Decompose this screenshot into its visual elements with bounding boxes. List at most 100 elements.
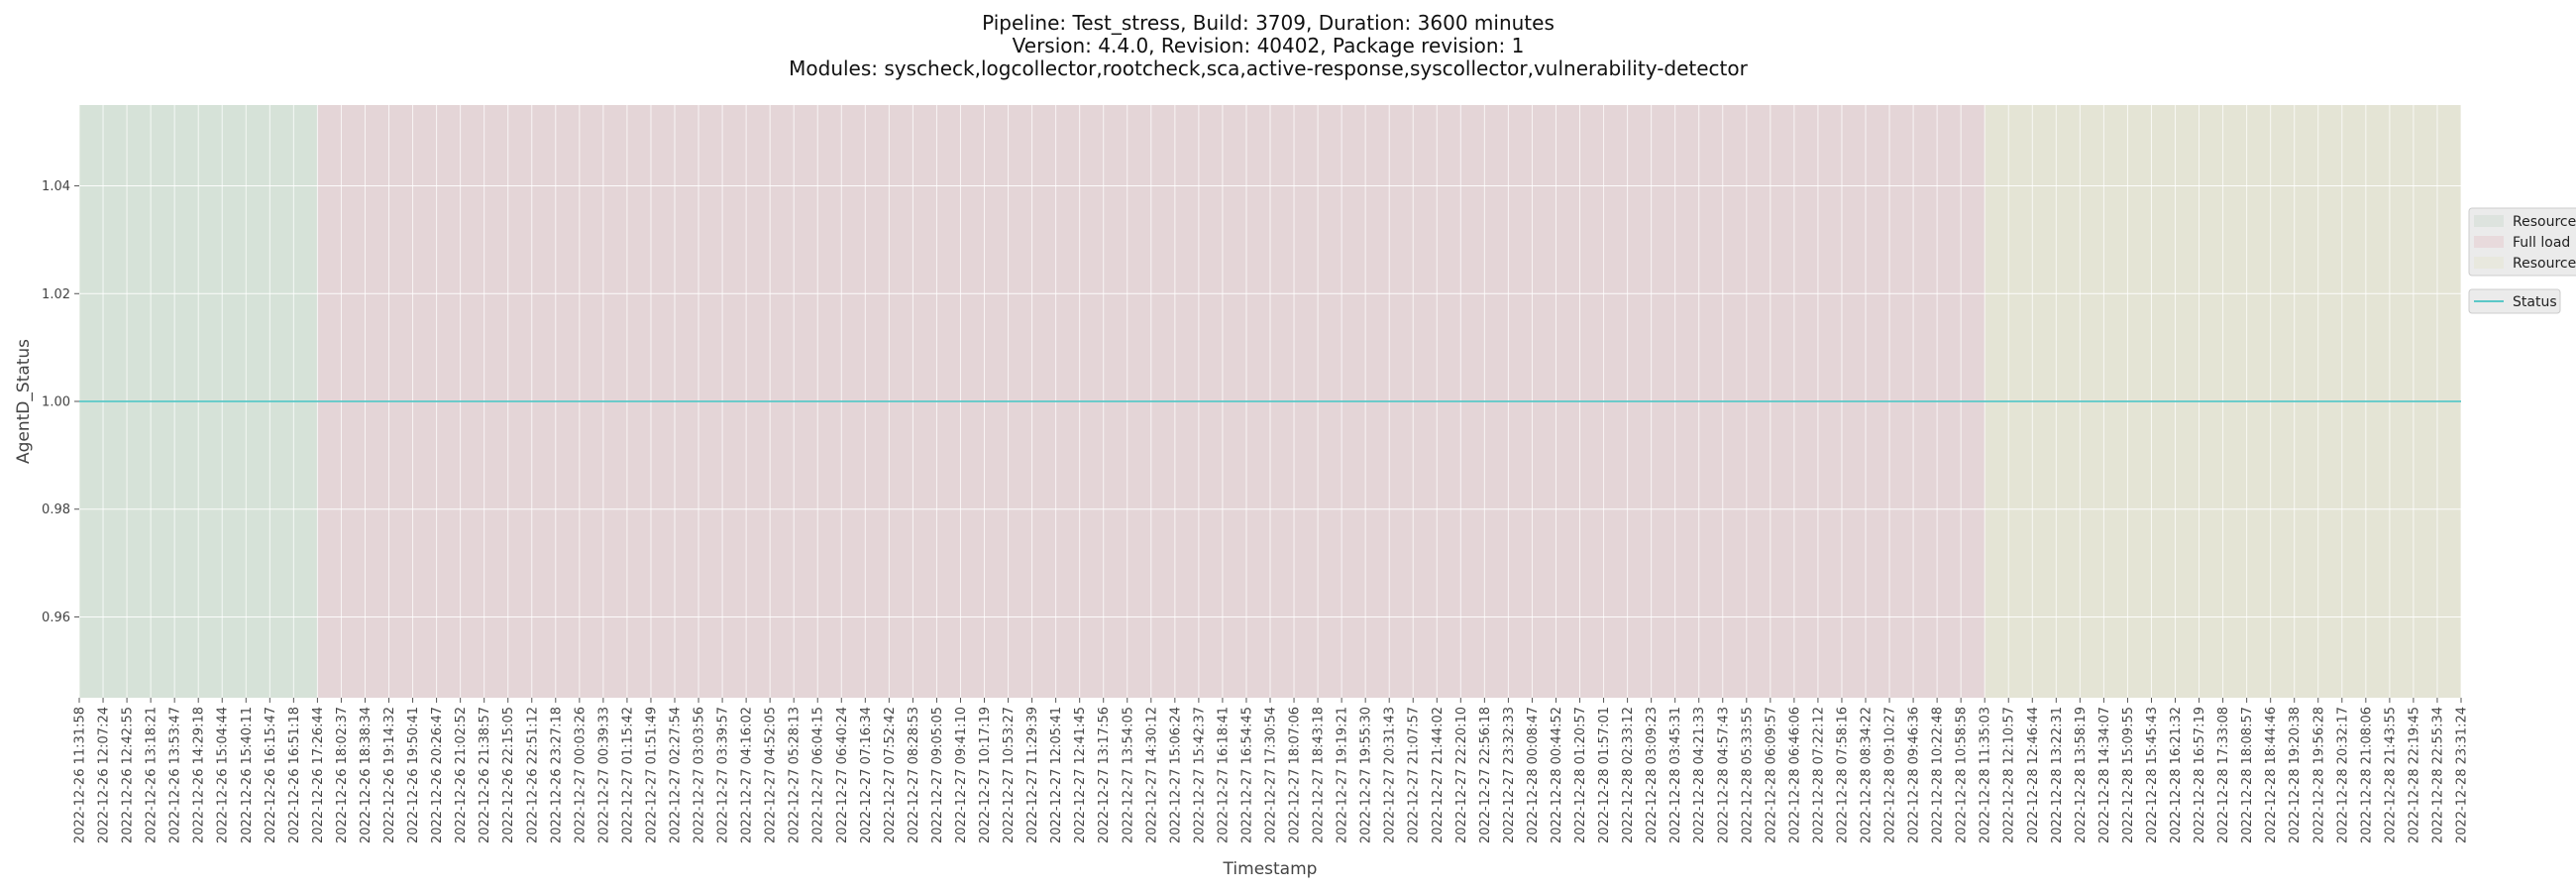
x-tick-label: 2022-12-27 06:04:15 (811, 707, 826, 843)
x-tick-label: 2022-12-27 01:15:42 (620, 707, 635, 843)
x-tick-label: 2022-12-27 20:31:43 (1383, 707, 1398, 843)
x-tick-label: 2022-12-26 22:51:12 (525, 707, 540, 843)
y-axis-label: AgentD_Status (14, 339, 34, 464)
x-tick-label: 2022-12-27 19:55:30 (1359, 707, 1374, 843)
x-tick-label: 2022-12-27 09:05:05 (930, 707, 945, 843)
phase-legend-swatch-full-load (2474, 236, 2504, 248)
x-tick-label: 2022-12-28 21:43:55 (2383, 707, 2398, 843)
line-legend: Status (2468, 288, 2561, 314)
x-tick-label: 2022-12-28 01:57:01 (1597, 707, 1612, 843)
x-tick-label: 2022-12-26 11:31:58 (73, 707, 88, 843)
x-tick-label: 2022-12-27 08:28:53 (907, 707, 921, 843)
x-tick-label: 2022-12-28 15:09:55 (2121, 707, 2136, 843)
x-tick-label: 2022-12-27 09:41:10 (954, 707, 969, 843)
x-tick-label: 2022-12-27 22:56:18 (1478, 707, 1493, 843)
x-tick-label: 2022-12-26 21:02:52 (454, 707, 469, 843)
x-tick-label: 2022-12-28 07:58:16 (1835, 707, 1850, 843)
x-tick-label: 2022-12-27 13:54:05 (1121, 707, 1135, 843)
x-tick-label: 2022-12-28 10:58:58 (1955, 707, 1970, 843)
x-tick-label: 2022-12-27 13:17:56 (1097, 707, 1112, 843)
x-tick-label: 2022-12-28 18:08:57 (2240, 707, 2255, 843)
x-tick-label: 2022-12-28 18:44:46 (2264, 707, 2279, 843)
x-tick-label: 2022-12-28 22:55:34 (2430, 707, 2445, 843)
x-tick-label: 2022-12-27 11:29:39 (1025, 707, 1040, 843)
y-tick-label: 1.04 (42, 179, 70, 194)
x-tick-label: 2022-12-26 13:53:47 (168, 707, 183, 843)
x-tick-label: 2022-12-27 03:39:57 (716, 707, 731, 843)
x-tick-label: 2022-12-27 17:30:54 (1264, 707, 1279, 843)
x-tick-labels: 2022-12-26 11:31:58 2022-12-26 12:07:24 20… (73, 698, 2470, 843)
x-tick-label: 2022-12-26 17:26:44 (311, 707, 326, 843)
x-tick-label: 2022-12-27 04:16:02 (740, 707, 755, 843)
x-tick-label: 2022-12-28 07:22:12 (1811, 707, 1826, 843)
x-tick-label: 2022-12-27 02:27:54 (669, 707, 684, 843)
x-tick-label: 2022-12-28 12:10:57 (2002, 707, 2017, 843)
x-tick-label: 2022-12-27 12:05:41 (1049, 707, 1064, 843)
x-tick-label: 2022-12-28 14:34:07 (2097, 707, 2112, 843)
phase-legend-label-resources-2: Resources (2513, 256, 2576, 272)
x-tick-label: 2022-12-28 23:31:24 (2455, 707, 2470, 843)
phase-legend-label-full-load: Full load (2513, 235, 2570, 251)
x-tick-label: 2022-12-27 00:39:33 (596, 707, 611, 843)
x-tick-label: 2022-12-26 18:38:34 (359, 707, 374, 843)
x-tick-label: 2022-12-28 04:57:43 (1716, 707, 1731, 843)
x-tick-label: 2022-12-28 13:58:19 (2074, 707, 2089, 843)
x-tick-label: 2022-12-27 07:52:42 (883, 707, 898, 843)
x-tick-label: 2022-12-28 22:19:45 (2407, 707, 2421, 843)
x-tick-label: 2022-12-27 21:07:57 (1407, 707, 1422, 843)
x-tick-label: 2022-12-28 00:44:52 (1550, 707, 1564, 843)
x-tick-label: 2022-12-28 15:45:43 (2145, 707, 2160, 843)
x-tick-label: 2022-12-28 19:20:38 (2288, 707, 2303, 843)
x-tick-label: 2022-12-27 10:17:19 (978, 707, 993, 843)
x-tick-label: 2022-12-27 15:42:37 (1192, 707, 1207, 843)
x-tick-label: 2022-12-26 12:42:55 (121, 707, 136, 843)
x-tick-label: 2022-12-27 12:41:45 (1073, 707, 1088, 843)
x-tick-label: 2022-12-28 02:33:12 (1621, 707, 1636, 843)
x-tick-label: 2022-12-28 19:56:28 (2311, 707, 2326, 843)
x-tick-label: 2022-12-27 10:53:27 (1002, 707, 1017, 843)
phase-legend-swatch-resources-1 (2474, 215, 2504, 227)
x-tick-label: 2022-12-28 08:34:22 (1860, 707, 1875, 843)
x-tick-label: 2022-12-28 03:45:31 (1668, 707, 1683, 843)
phase-legend-swatch-resources-2 (2474, 257, 2504, 269)
x-tick-label: 2022-12-26 12:07:24 (97, 707, 112, 843)
line-legend-box (2468, 288, 2561, 314)
y-tick-label: 0.98 (42, 502, 70, 517)
x-tick-label: 2022-12-26 23:27:18 (549, 707, 564, 843)
x-tick-label: 2022-12-27 00:03:26 (573, 707, 588, 843)
x-tick-label: 2022-12-27 07:16:34 (859, 707, 874, 843)
x-tick-label: 2022-12-27 21:44:02 (1431, 707, 1446, 843)
x-tick-label: 2022-12-28 05:33:55 (1740, 707, 1755, 843)
x-tick-label: 2022-12-27 06:40:24 (835, 707, 850, 843)
x-tick-label: 2022-12-28 03:09:23 (1645, 707, 1660, 843)
x-tick-label: 2022-12-26 15:40:11 (240, 707, 255, 843)
x-tick-label: 2022-12-26 16:51:18 (287, 707, 302, 843)
x-tick-label: 2022-12-26 19:50:41 (406, 707, 421, 843)
x-tick-label: 2022-12-26 18:02:37 (335, 707, 350, 843)
x-tick-label: 2022-12-28 21:08:06 (2359, 707, 2374, 843)
title-line-1: Pipeline: Test_stress, Build: 3709, Dura… (982, 11, 1555, 35)
x-tick-label: 2022-12-28 12:46:44 (2026, 707, 2041, 843)
x-tick-label: 2022-12-28 16:21:32 (2169, 707, 2184, 843)
x-tick-label: 2022-12-27 04:52:05 (764, 707, 779, 843)
x-tick-label: 2022-12-27 18:43:18 (1312, 707, 1327, 843)
x-tick-label: 2022-12-28 09:10:27 (1883, 707, 1898, 843)
x-tick-label: 2022-12-28 06:46:06 (1787, 707, 1802, 843)
x-tick-label: 2022-12-28 09:46:36 (1907, 707, 1922, 843)
y-tick-label: 0.96 (42, 611, 70, 625)
x-tick-label: 2022-12-27 16:54:45 (1239, 707, 1254, 843)
x-tick-label: 2022-12-26 21:38:57 (478, 707, 492, 843)
title-line-2: Version: 4.4.0, Revision: 40402, Package… (1013, 34, 1525, 57)
x-tick-label: 2022-12-26 22:15:05 (501, 707, 516, 843)
x-tick-label: 2022-12-27 14:30:12 (1144, 707, 1159, 843)
x-tick-label: 2022-12-28 01:20:57 (1573, 707, 1588, 843)
x-tick-label: 2022-12-28 04:21:33 (1692, 707, 1707, 843)
phase-legend-label-resources-1: Resources (2513, 214, 2576, 230)
x-tick-label: 2022-12-26 16:15:47 (264, 707, 278, 843)
x-tick-label: 2022-12-27 03:03:56 (693, 707, 707, 843)
x-tick-label: 2022-12-27 18:07:06 (1288, 707, 1303, 843)
x-tick-label: 2022-12-28 10:22:48 (1931, 707, 1946, 843)
x-tick-label: 2022-12-28 17:33:08 (2216, 707, 2231, 843)
title-line-3: Modules: syscheck,logcollector,rootcheck… (789, 56, 1749, 80)
